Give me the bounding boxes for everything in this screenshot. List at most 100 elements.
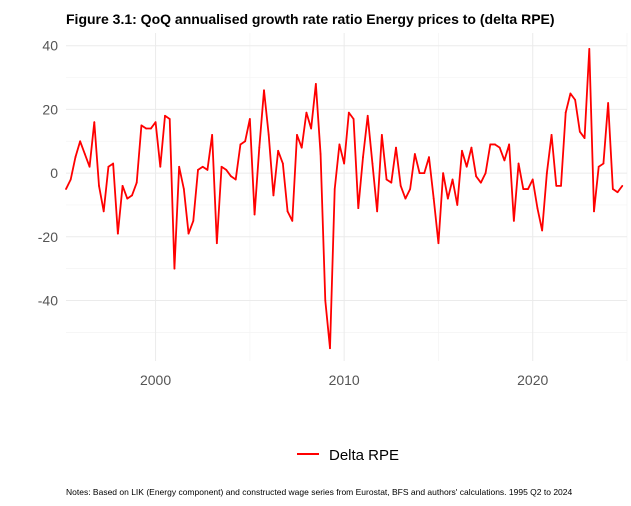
- data-point: [300, 146, 303, 149]
- grid: [66, 33, 628, 361]
- data-point: [475, 175, 478, 178]
- data-point: [281, 162, 284, 165]
- data-point: [182, 188, 185, 190]
- data-point: [503, 159, 506, 162]
- data-point: [126, 197, 129, 200]
- data-point: [489, 143, 492, 146]
- data-point: [253, 213, 256, 216]
- data-point: [225, 169, 228, 171]
- data-point: [145, 127, 148, 130]
- data-point: [215, 242, 218, 245]
- y-tick-label: -40: [38, 292, 58, 308]
- data-point: [310, 127, 313, 130]
- data-point: [83, 153, 86, 155]
- legend-label-delta-rpe: Delta RPE: [329, 447, 399, 464]
- data-point: [267, 134, 270, 136]
- legend: Delta RPE: [297, 447, 399, 464]
- data-point: [206, 169, 209, 171]
- data-point: [602, 162, 605, 165]
- data-point: [277, 149, 280, 152]
- data-point: [116, 232, 119, 235]
- y-tick-label: -20: [38, 229, 58, 245]
- data-point: [338, 143, 341, 146]
- data-point: [545, 172, 548, 175]
- data-point: [451, 178, 454, 181]
- x-tick-label: 2020: [517, 372, 548, 388]
- data-point: [437, 242, 440, 245]
- data-point: [508, 143, 511, 146]
- y-tick-label: 0: [50, 165, 58, 181]
- data-point: [140, 124, 143, 127]
- data-point: [380, 134, 383, 136]
- data-point: [522, 188, 525, 190]
- chart-notes: Notes: Based on LIK (Energy component) a…: [66, 487, 573, 497]
- chart-title: Figure 3.1: QoQ annualised growth rate r…: [66, 11, 555, 27]
- data-point: [479, 181, 482, 184]
- data-point: [399, 184, 402, 187]
- data-point: [93, 121, 96, 124]
- data-point: [404, 197, 407, 200]
- x-tick-label: 2010: [329, 372, 360, 388]
- data-point: [442, 172, 445, 175]
- data-point: [88, 165, 91, 168]
- data-point: [220, 165, 223, 168]
- data-point: [376, 210, 379, 213]
- data-point: [102, 210, 105, 213]
- data-point: [371, 162, 374, 165]
- data-point: [107, 165, 110, 168]
- data-point: [197, 169, 199, 171]
- data-point: [164, 114, 166, 117]
- data-point: [541, 229, 544, 232]
- data-point: [432, 197, 435, 200]
- data-point: [291, 219, 294, 222]
- x-tick-label: 2000: [140, 372, 171, 388]
- data-point: [583, 137, 586, 139]
- y-tick-label: 20: [42, 101, 58, 117]
- data-point: [296, 134, 298, 136]
- data-point: [390, 181, 393, 184]
- data-point: [621, 184, 624, 187]
- data-point: [413, 153, 416, 155]
- data-point: [98, 184, 100, 187]
- data-point: [550, 134, 553, 136]
- data-point: [352, 118, 355, 120]
- data-point: [484, 172, 487, 175]
- data-point: [319, 153, 322, 155]
- data-point: [168, 118, 171, 120]
- data-point: [574, 98, 577, 101]
- data-point: [135, 181, 138, 184]
- data-point: [588, 48, 591, 50]
- data-point: [258, 146, 261, 149]
- data-point: [324, 299, 327, 302]
- data-point: [192, 219, 195, 222]
- data-point: [531, 178, 534, 181]
- data-point: [409, 188, 412, 190]
- data-point: [517, 162, 520, 165]
- data-point: [418, 172, 421, 175]
- series-layer: [65, 48, 624, 350]
- data-point: [597, 165, 600, 168]
- data-point: [178, 165, 181, 168]
- data-point: [527, 188, 529, 190]
- data-point: [498, 146, 501, 149]
- data-point: [230, 175, 232, 178]
- data-point: [512, 219, 515, 222]
- data-point: [536, 207, 539, 210]
- data-point: [385, 178, 388, 181]
- data-point: [329, 347, 331, 350]
- data-point: [362, 156, 364, 159]
- data-point: [187, 232, 190, 235]
- data-point: [347, 111, 350, 114]
- data-point: [616, 191, 619, 194]
- data-point: [423, 172, 426, 175]
- data-point: [555, 184, 558, 187]
- data-point: [272, 194, 275, 197]
- data-point: [428, 156, 430, 159]
- x-axis-ticks: 2000 2010 2020: [140, 372, 549, 388]
- data-point: [239, 143, 242, 146]
- data-point: [314, 83, 317, 85]
- data-point: [578, 130, 581, 133]
- data-point: [366, 114, 369, 117]
- data-point: [560, 184, 562, 187]
